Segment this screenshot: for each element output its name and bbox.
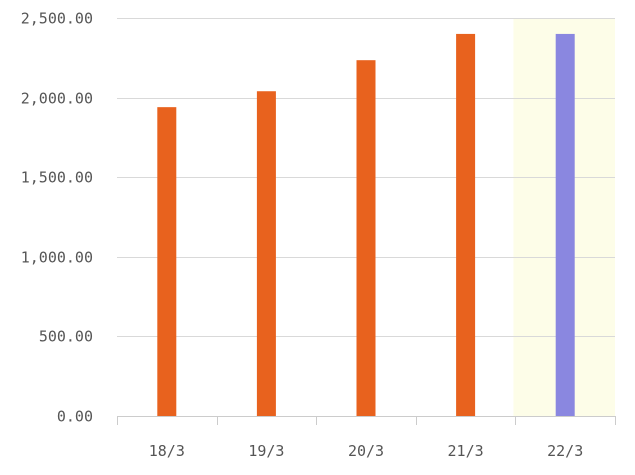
bar-19-3[interactable] (256, 91, 276, 417)
x-tick-label: 19/3 (248, 442, 284, 460)
y-tick-label: 0.00 (57, 408, 93, 426)
x-tick-labels: 18/3 19/3 20/3 21/3 22/3 (149, 442, 584, 460)
axes (117, 416, 616, 425)
bars (157, 33, 575, 417)
y-tick-label: 1,500.00 (21, 169, 93, 187)
y-tick-label: 1,000.00 (21, 249, 93, 267)
y-tick-label: 2,000.00 (21, 90, 93, 108)
x-tick-label: 18/3 (149, 442, 185, 460)
x-tick-label: 22/3 (547, 442, 583, 460)
y-tick-label: 2,500.00 (21, 10, 93, 28)
bar-20-3[interactable] (356, 60, 376, 417)
x-tick-label: 21/3 (448, 442, 484, 460)
y-tick-labels: 0.00 500.00 1,000.00 1,500.00 2,000.00 2,500.… (21, 10, 93, 426)
bar-22-3[interactable] (555, 33, 575, 417)
x-tick-label: 20/3 (348, 442, 384, 460)
bar-21-3[interactable] (456, 33, 476, 417)
bar-18-3[interactable] (157, 107, 177, 416)
y-tick-label: 500.00 (39, 328, 93, 346)
